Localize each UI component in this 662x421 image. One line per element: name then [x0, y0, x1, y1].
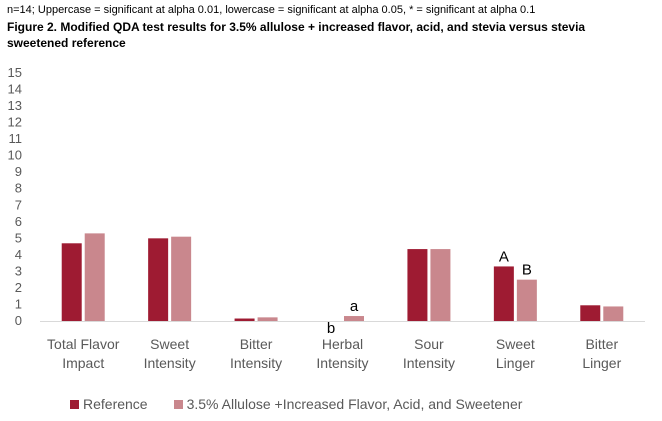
y-tick-label: 7 [15, 197, 22, 212]
bar-reference [493, 266, 514, 321]
bar-allulose [257, 317, 278, 321]
y-tick-label: 15 [8, 65, 22, 80]
y-tick-label: 0 [15, 313, 22, 328]
data-label: A [499, 248, 509, 265]
x-tick-label: Sweet [150, 336, 189, 352]
y-tick-label: 1 [15, 296, 22, 311]
legend-item-allulose: 3.5% Allulose +Increased Flavor, Acid, a… [173, 396, 523, 412]
bar-reference [148, 238, 169, 321]
legend-item-reference: Reference [70, 396, 148, 412]
y-tick-label: 5 [15, 230, 22, 245]
data-label: a [350, 298, 359, 315]
data-label: B [522, 262, 532, 279]
y-tick-label: 9 [15, 164, 22, 179]
x-tick-label: Bitter [585, 336, 618, 352]
x-tick-label: Total Flavor [47, 336, 120, 352]
legend: Reference 3.5% Allulose +Increased Flavo… [70, 396, 548, 412]
x-tick-label: Bitter [240, 336, 273, 352]
y-tick-label: 14 [8, 82, 22, 97]
x-tick-label: Linger [582, 355, 621, 371]
legend-swatch-allulose [173, 399, 183, 409]
y-tick-label: 8 [15, 181, 22, 196]
bar-allulose [344, 316, 364, 321]
x-tick-label: Sour [414, 336, 444, 352]
x-tick-label: Impact [62, 355, 104, 371]
data-label: b [327, 320, 335, 337]
y-tick-label: 4 [15, 247, 22, 262]
y-tick-label: 12 [8, 115, 22, 130]
bar-allulose [84, 233, 105, 321]
y-tick-label: 6 [15, 214, 22, 229]
x-tick-label: Intensity [403, 355, 455, 371]
bar-allulose [603, 306, 624, 321]
legend-swatch-reference [70, 399, 79, 409]
significance-note: n=14; Uppercase = significant at alpha 0… [7, 4, 536, 16]
bar-reference [234, 318, 255, 321]
y-tick-label: 10 [8, 148, 22, 163]
y-tick-label: 3 [15, 263, 22, 278]
x-tick-label: Sweet [496, 336, 535, 352]
y-tick-label: 11 [9, 131, 23, 146]
legend-label-reference: Reference [83, 396, 148, 412]
bar-reference [407, 249, 428, 321]
x-tick-label: Intensity [316, 355, 368, 371]
x-tick-label: Intensity [230, 355, 282, 371]
y-tick-label: 13 [8, 98, 22, 113]
x-tick-label: Herbal [322, 336, 363, 352]
bar-reference [61, 243, 82, 321]
bar-allulose [430, 249, 451, 321]
bar-allulose [516, 279, 537, 321]
bar-reference [580, 305, 601, 321]
x-tick-label: Intensity [144, 355, 196, 371]
legend-label-allulose: 3.5% Allulose +Increased Flavor, Acid, a… [186, 396, 523, 412]
figure-title: Figure 2. Modified QDA test results for … [7, 20, 586, 50]
y-tick-label: 2 [15, 280, 22, 295]
bar-allulose [171, 236, 192, 321]
x-tick-label: Linger [496, 355, 535, 371]
